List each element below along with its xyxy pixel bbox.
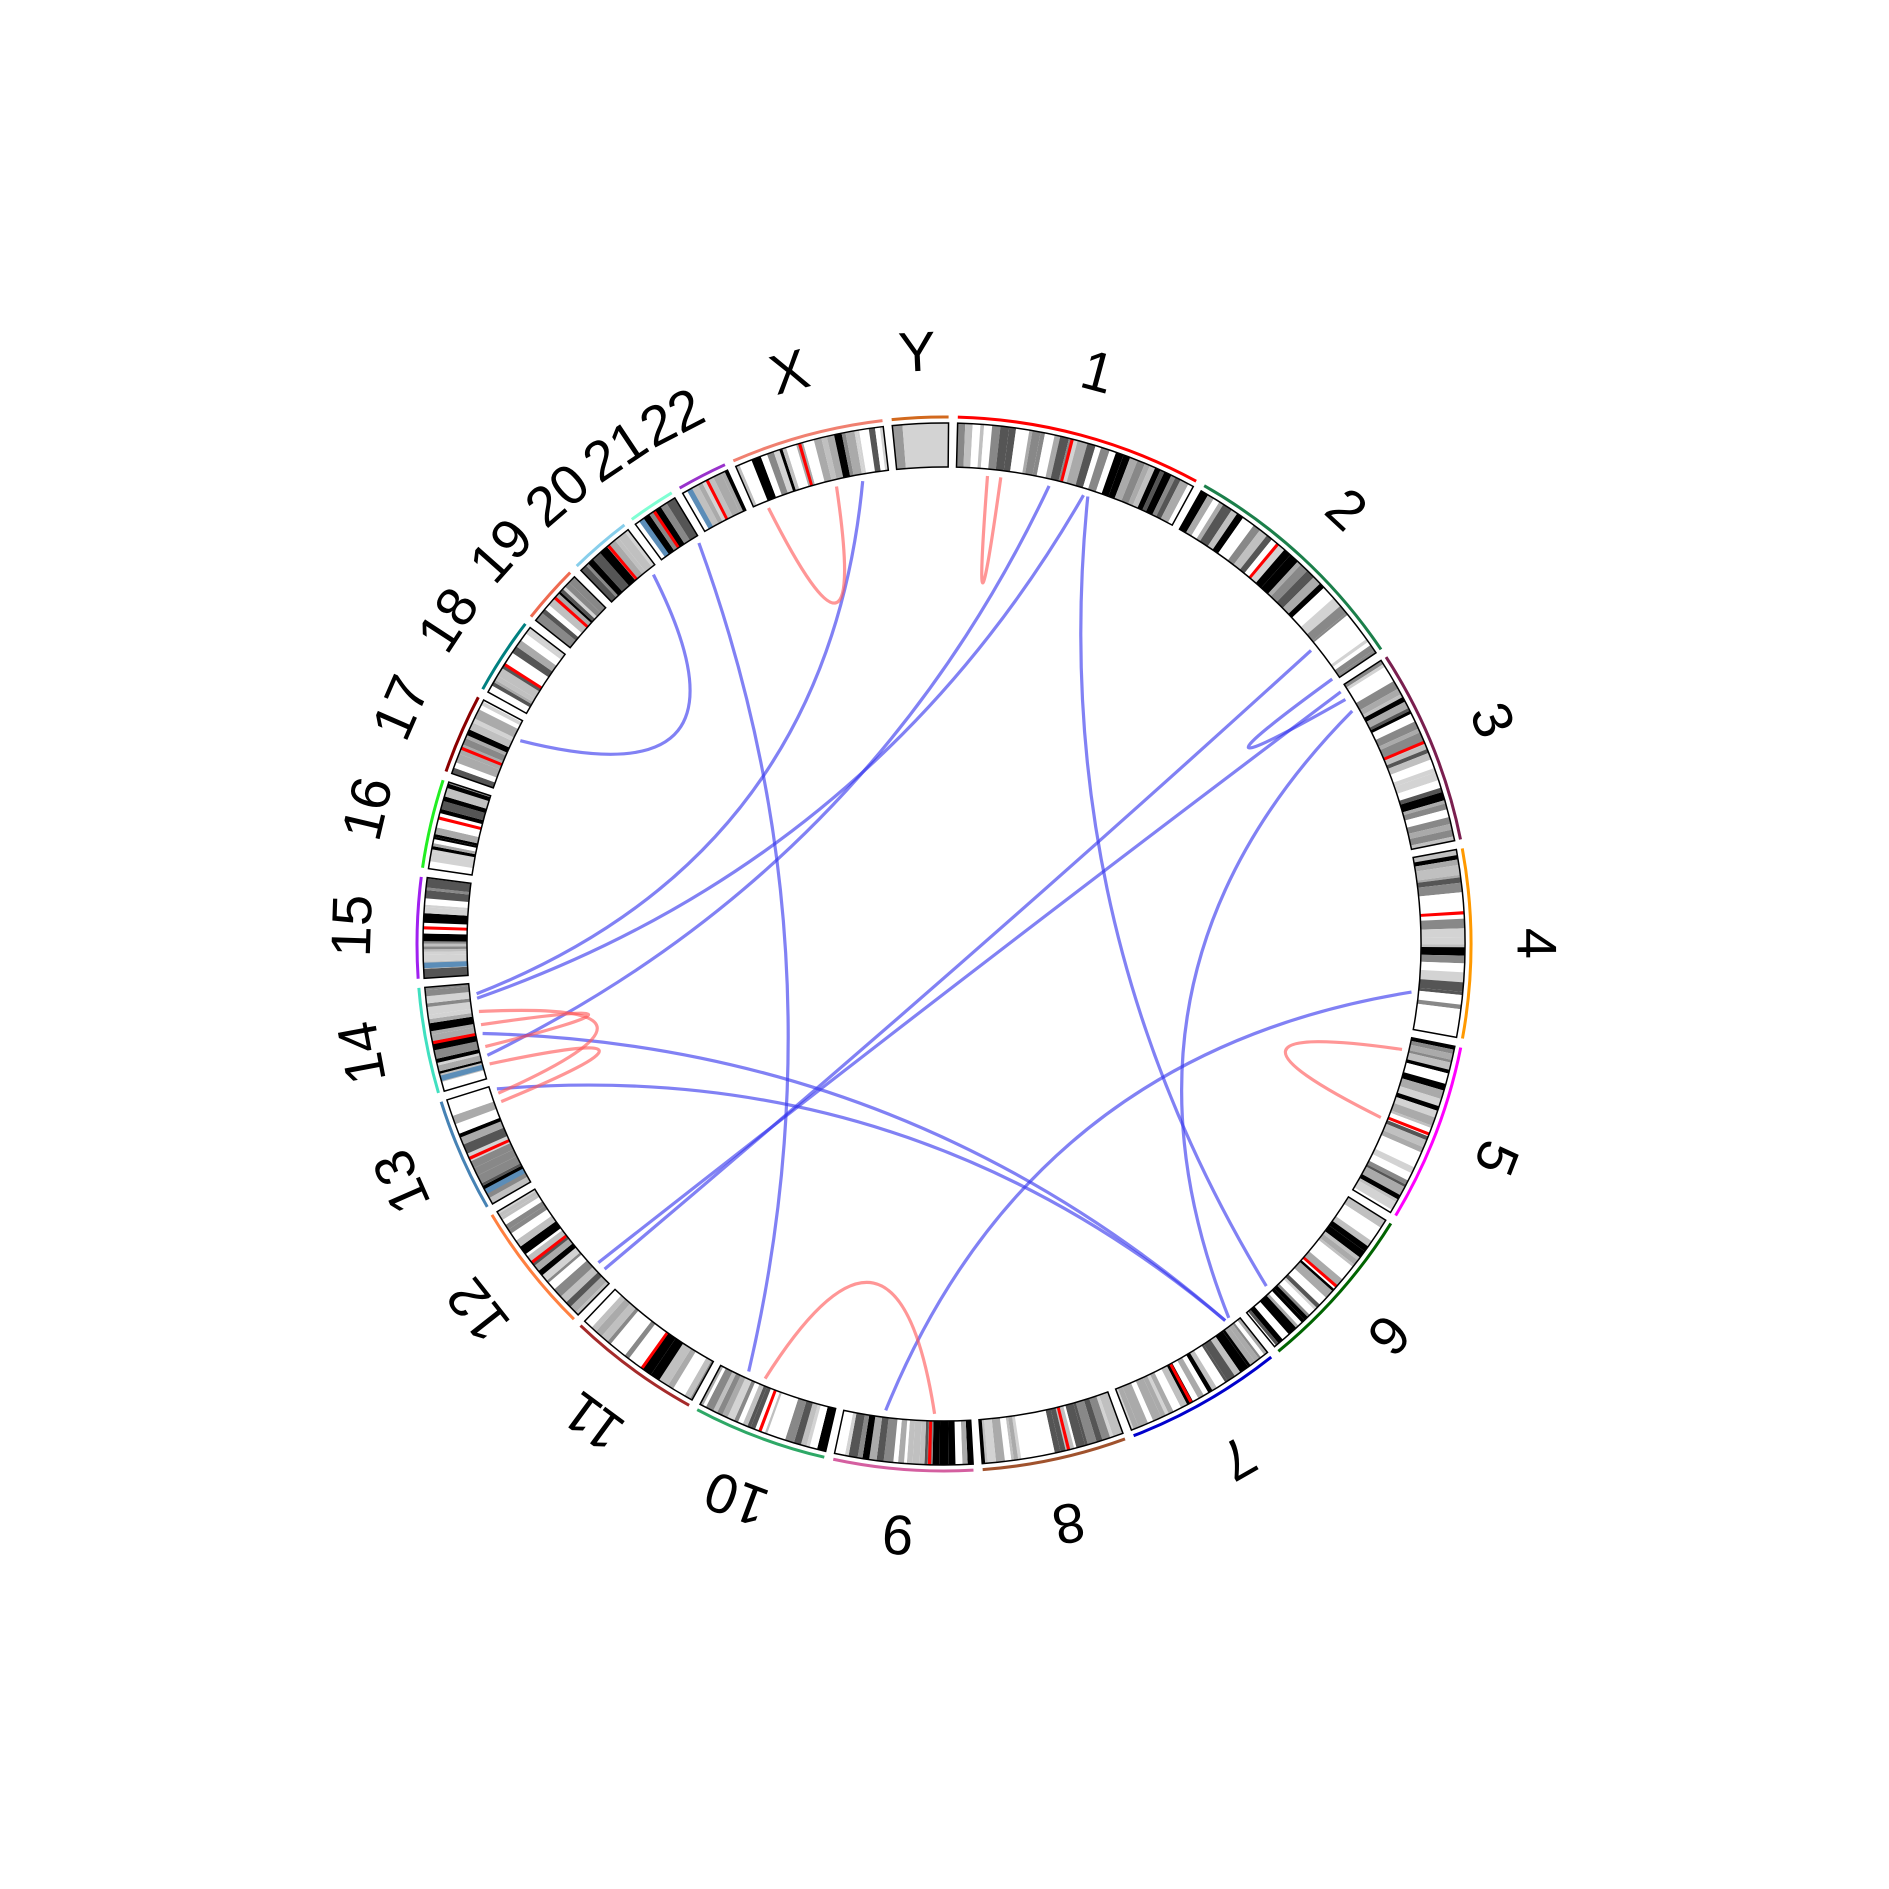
link-14-13-15 <box>489 1046 601 1104</box>
ideogram-X <box>734 425 890 508</box>
link-X-X-19 <box>767 486 847 605</box>
ideogram-18 <box>486 626 567 715</box>
link-9-10-12 <box>763 1280 937 1415</box>
ideogram-12 <box>496 1188 611 1316</box>
ideogram-4 <box>1412 848 1466 1039</box>
chromosome-arc-15 <box>415 876 423 979</box>
ideogram-21 <box>634 496 699 561</box>
chromosome-ideograms <box>422 422 1466 1466</box>
chromosome-label-13: 13 <box>360 1141 443 1223</box>
link-3-12-6 <box>597 690 1342 1264</box>
chromosome-arc-3 <box>1384 656 1462 840</box>
ideogram-14 <box>424 982 488 1093</box>
chromosome-arc-16 <box>421 779 445 868</box>
chromosome-label-14: 14 <box>324 1017 397 1090</box>
chromosome-label-18: 18 <box>404 576 491 663</box>
ideogram-3 <box>1343 659 1456 851</box>
link-3-7-7 <box>1180 709 1354 1319</box>
link-17-20-18 <box>519 573 692 756</box>
chromosome-label-3: 3 <box>1458 693 1528 746</box>
chromosome-label-5: 5 <box>1462 1132 1532 1184</box>
chromosome-arc-17 <box>444 696 480 772</box>
chromosome-arc-4 <box>1460 848 1473 1039</box>
link-10-21-13 <box>697 542 790 1372</box>
ideogram-11 <box>583 1288 715 1402</box>
link-layer <box>476 475 1412 1415</box>
chromosome-label-2: 2 <box>1314 475 1380 542</box>
link-4-9-8 <box>884 990 1412 1412</box>
chromosome-arc-7 <box>1133 1355 1273 1438</box>
chromosome-arc-11 <box>579 1324 690 1407</box>
chromosome-arc-22 <box>678 463 726 490</box>
chromosome-arc-12 <box>490 1214 575 1321</box>
chromosome-label-9: 9 <box>880 1503 916 1568</box>
link-7-13-11 <box>496 1083 1227 1322</box>
chromosome-arc-6 <box>1277 1222 1393 1353</box>
chromosome-arc-8 <box>982 1437 1126 1472</box>
chromosome-arc-1 <box>957 415 1197 483</box>
link-13-14-16 <box>478 1008 599 1095</box>
chromosome-label-15: 15 <box>319 894 384 958</box>
chromosome-arc-Y <box>891 415 949 422</box>
chromosome-label-Y: Y <box>897 319 937 384</box>
ideogram-19 <box>534 575 607 649</box>
ideogram-5 <box>1351 1036 1456 1214</box>
chromosome-arc-10 <box>696 1408 825 1459</box>
link-14-14-14 <box>480 1011 591 1049</box>
link-14-X-17 <box>476 480 865 996</box>
link-1-6-3 <box>1079 496 1268 1287</box>
chromosome-arc-X <box>732 419 883 463</box>
chromosome-arc-14 <box>417 987 440 1094</box>
chromosome-arc-13 <box>439 1101 489 1208</box>
chromosome-label-19: 19 <box>456 506 544 594</box>
chromosome-arc-2 <box>1203 484 1383 651</box>
chromosome-label-10: 10 <box>696 1459 776 1540</box>
ideogram-10 <box>699 1364 837 1453</box>
chromosome-arc-9 <box>832 1457 974 1473</box>
ideogram-9 <box>833 1409 974 1466</box>
chromosome-label-1: 1 <box>1075 337 1121 406</box>
ideogram-15 <box>422 876 472 980</box>
link-5-5-9 <box>1284 1040 1403 1119</box>
chromosome-label-4: 4 <box>1505 928 1568 959</box>
link-1-14-2 <box>476 494 1085 1000</box>
link-2-12-5 <box>603 649 1313 1271</box>
chromosome-label-11: 11 <box>551 1380 635 1465</box>
chromosome-color-arcs <box>415 415 1473 1473</box>
ideogram-7 <box>1114 1316 1269 1432</box>
link-1-1-0 <box>980 475 1003 585</box>
link-2-3-4 <box>1246 677 1347 750</box>
chromosome-label-16: 16 <box>329 771 405 846</box>
chromosome-arc-21 <box>630 491 673 521</box>
chromosome-arc-19 <box>529 571 572 618</box>
chromosome-label-6: 6 <box>1355 1303 1423 1368</box>
chromosome-label-12: 12 <box>434 1266 522 1354</box>
chromosome-label-7: 7 <box>1209 1424 1267 1494</box>
chromosome-arc-5 <box>1394 1047 1463 1217</box>
ideogram-17 <box>450 699 524 789</box>
ideogram-Y <box>891 422 950 471</box>
chromosome-arc-20 <box>575 523 626 568</box>
ideogram-1 <box>955 422 1195 527</box>
chromosome-arc-18 <box>481 622 527 690</box>
link-1-14-1 <box>486 485 1051 1057</box>
chromosome-label-X: X <box>763 336 815 407</box>
ideogram-8 <box>978 1391 1124 1465</box>
ideogram-20 <box>579 528 656 603</box>
chromosome-label-17: 17 <box>359 666 442 748</box>
ideogram-16 <box>427 781 492 876</box>
ideogram-22 <box>681 469 747 533</box>
link-7-14-10 <box>482 1031 1227 1322</box>
ideogram-6 <box>1245 1195 1387 1348</box>
ideogram-2 <box>1178 489 1378 679</box>
chromosome-label-8: 8 <box>1047 1490 1091 1558</box>
ideogram-13 <box>445 1085 532 1205</box>
